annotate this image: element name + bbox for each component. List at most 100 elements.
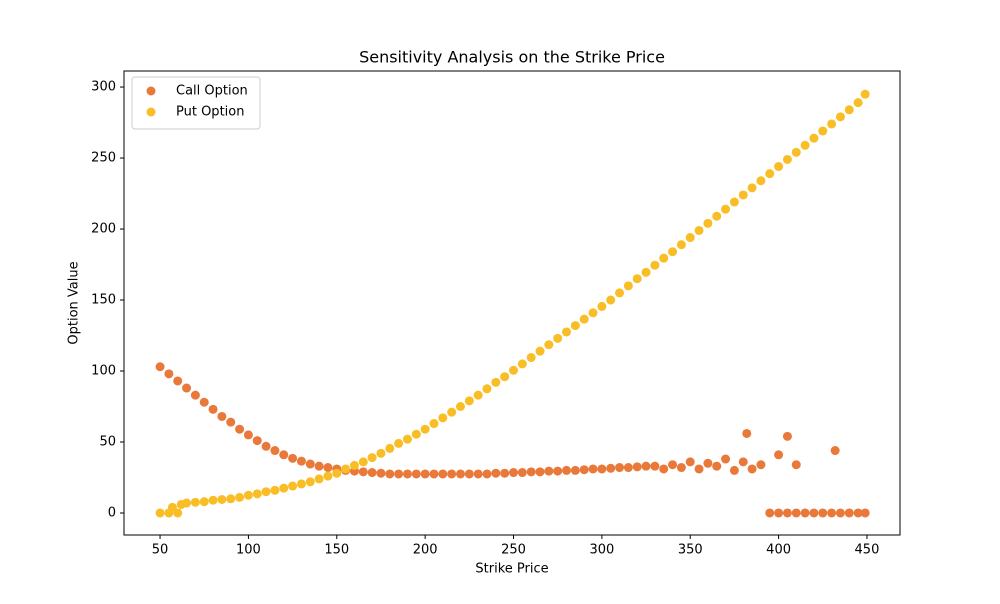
point bbox=[721, 454, 731, 464]
point bbox=[668, 247, 678, 257]
point bbox=[860, 508, 870, 518]
point bbox=[553, 333, 563, 343]
point bbox=[774, 450, 784, 460]
point bbox=[438, 413, 448, 423]
point bbox=[782, 431, 792, 441]
point bbox=[756, 176, 766, 186]
point bbox=[411, 429, 421, 439]
point bbox=[447, 407, 457, 417]
point bbox=[173, 508, 183, 518]
point bbox=[765, 508, 775, 518]
point bbox=[676, 463, 686, 473]
point bbox=[742, 428, 752, 438]
point bbox=[155, 362, 165, 372]
point bbox=[199, 497, 209, 507]
point bbox=[217, 411, 227, 421]
point bbox=[473, 469, 483, 479]
point bbox=[491, 377, 501, 387]
point bbox=[747, 183, 757, 193]
point bbox=[420, 424, 430, 434]
point bbox=[155, 508, 165, 518]
point bbox=[261, 441, 271, 451]
x-tick-label: 100 bbox=[236, 543, 261, 558]
point bbox=[774, 162, 784, 172]
point bbox=[341, 464, 351, 474]
point bbox=[659, 253, 669, 263]
point bbox=[782, 508, 792, 518]
point bbox=[830, 446, 840, 456]
point bbox=[659, 464, 669, 474]
point bbox=[650, 461, 660, 471]
point bbox=[650, 260, 660, 270]
point bbox=[279, 450, 289, 460]
point bbox=[774, 508, 784, 518]
point bbox=[500, 372, 510, 382]
point bbox=[641, 267, 651, 277]
point bbox=[782, 154, 792, 164]
point bbox=[853, 508, 863, 518]
point bbox=[473, 390, 483, 400]
point bbox=[367, 453, 377, 463]
point bbox=[482, 469, 492, 479]
point bbox=[535, 467, 545, 477]
point bbox=[818, 508, 828, 518]
point bbox=[190, 497, 200, 507]
point bbox=[738, 457, 748, 467]
point bbox=[482, 384, 492, 394]
point bbox=[270, 485, 280, 495]
point bbox=[685, 233, 695, 243]
point bbox=[288, 453, 298, 463]
point bbox=[738, 190, 748, 200]
point bbox=[632, 274, 642, 284]
point bbox=[641, 461, 651, 471]
point bbox=[429, 469, 439, 479]
point bbox=[464, 396, 474, 406]
point bbox=[235, 492, 245, 502]
point bbox=[252, 489, 262, 499]
point bbox=[288, 481, 298, 491]
point bbox=[182, 498, 192, 508]
point bbox=[694, 464, 704, 474]
x-tick-label: 350 bbox=[678, 543, 703, 558]
point bbox=[570, 321, 580, 331]
point bbox=[562, 327, 572, 337]
point bbox=[296, 456, 306, 466]
point bbox=[597, 464, 607, 474]
point bbox=[729, 197, 739, 207]
point bbox=[579, 314, 589, 324]
point bbox=[844, 508, 854, 518]
point bbox=[385, 443, 395, 453]
y-axis-label: Option Value bbox=[67, 261, 82, 344]
y-tick-label: 300 bbox=[91, 80, 116, 95]
y-tick-label: 200 bbox=[91, 222, 116, 237]
point bbox=[402, 434, 412, 444]
y-tick-label: 0 bbox=[108, 505, 116, 520]
point bbox=[703, 218, 713, 228]
point bbox=[305, 477, 315, 487]
point bbox=[243, 430, 253, 440]
point bbox=[712, 211, 722, 221]
point bbox=[358, 467, 368, 477]
legend-marker bbox=[146, 86, 156, 96]
point bbox=[668, 460, 678, 470]
point bbox=[323, 463, 333, 473]
point bbox=[243, 490, 253, 500]
point bbox=[491, 468, 501, 478]
point bbox=[279, 483, 289, 493]
point bbox=[809, 133, 819, 143]
point bbox=[376, 468, 386, 478]
point bbox=[208, 404, 218, 414]
point bbox=[526, 353, 536, 363]
point bbox=[562, 465, 572, 475]
point bbox=[509, 468, 519, 478]
point bbox=[296, 479, 306, 489]
point bbox=[694, 225, 704, 235]
point bbox=[167, 502, 177, 512]
point bbox=[544, 466, 554, 476]
x-tick-label: 400 bbox=[766, 543, 791, 558]
point bbox=[588, 464, 598, 474]
point bbox=[747, 464, 757, 474]
point bbox=[809, 508, 819, 518]
point bbox=[597, 301, 607, 311]
point bbox=[632, 462, 642, 472]
